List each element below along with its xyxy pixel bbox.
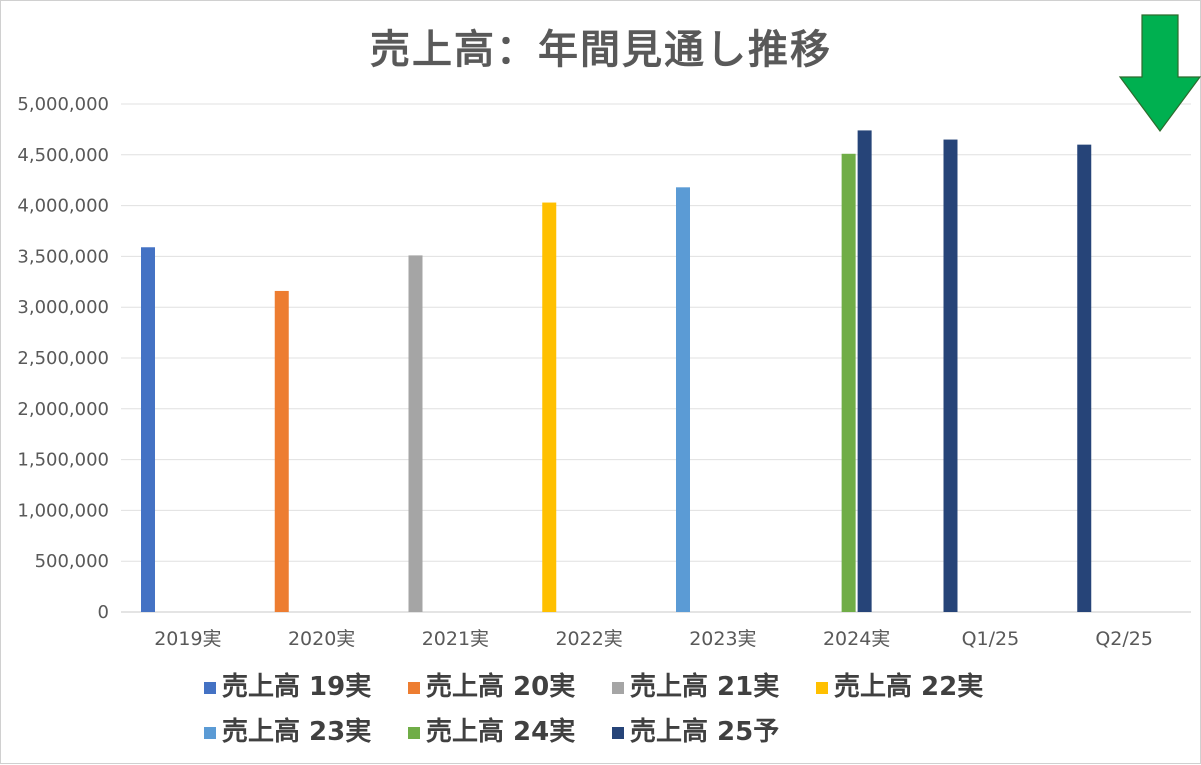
bar: [943, 139, 958, 612]
bar: [408, 255, 423, 612]
x-tick-label: Q2/25: [1095, 628, 1153, 650]
legend-swatch: [408, 682, 420, 694]
x-tick-label: 2024実: [823, 628, 890, 650]
legend-label: 売上高 25予: [630, 716, 779, 747]
bars: [141, 130, 1092, 613]
bar: [141, 247, 155, 613]
y-tick-label: 500,000: [35, 551, 109, 572]
x-tick-label: 2022実: [555, 628, 622, 650]
y-tick-label: 2,500,000: [17, 348, 109, 369]
y-tick-label: 3,500,000: [17, 246, 109, 267]
legend-label: 売上高 20実: [426, 671, 575, 702]
legend-swatch: [816, 682, 828, 694]
bar: [274, 290, 289, 612]
bar: [841, 153, 856, 612]
x-tick-label: 2021実: [422, 628, 489, 650]
legend-swatch: [204, 682, 216, 694]
legend-swatch: [408, 727, 420, 739]
y-tick-label: 3,000,000: [17, 297, 109, 318]
legend-swatch: [612, 682, 624, 694]
x-axis: 2019実 2020実 2021実 2022実 2023実 2024実 Q1/25 Q2/25: [154, 628, 1153, 650]
y-tick-label: 5,000,000: [17, 94, 109, 115]
legend-label: 売上高 22実: [834, 671, 983, 702]
x-tick-label: Q1/25: [962, 628, 1020, 650]
gridlines: [121, 103, 1191, 613]
bar: [1077, 144, 1092, 612]
y-tick-label: 2,000,000: [17, 399, 109, 420]
y-tick-label: 1,500,000: [17, 450, 109, 471]
legend-label: 売上高 19実: [222, 671, 371, 702]
legend-swatch: [612, 727, 624, 739]
x-tick-label: 2023実: [689, 628, 756, 650]
x-tick-label: 2019実: [154, 628, 221, 650]
legend-label: 売上高 23実: [222, 716, 371, 747]
y-tick-label: 4,000,000: [17, 196, 109, 217]
bar: [676, 187, 690, 612]
arrow-down-icon: [1118, 14, 1201, 133]
y-tick-label: 0: [98, 602, 109, 623]
chart-title: 売上高：年間見通し推移: [370, 27, 832, 73]
bar: [857, 130, 872, 612]
annotation: [1118, 14, 1201, 133]
legend-label: 売上高 24実: [426, 716, 575, 747]
legend-label: 売上高 21実: [630, 671, 779, 702]
y-tick-label: 1,000,000: [17, 500, 109, 521]
y-tick-label: 4,500,000: [17, 145, 109, 166]
y-axis: 0 500,000 1,000,000 1,500,000 2,000,000 2,500…: [17, 94, 109, 623]
bar: [542, 202, 557, 612]
x-tick-label: 2020実: [288, 628, 355, 650]
legend-swatch: [204, 727, 216, 739]
